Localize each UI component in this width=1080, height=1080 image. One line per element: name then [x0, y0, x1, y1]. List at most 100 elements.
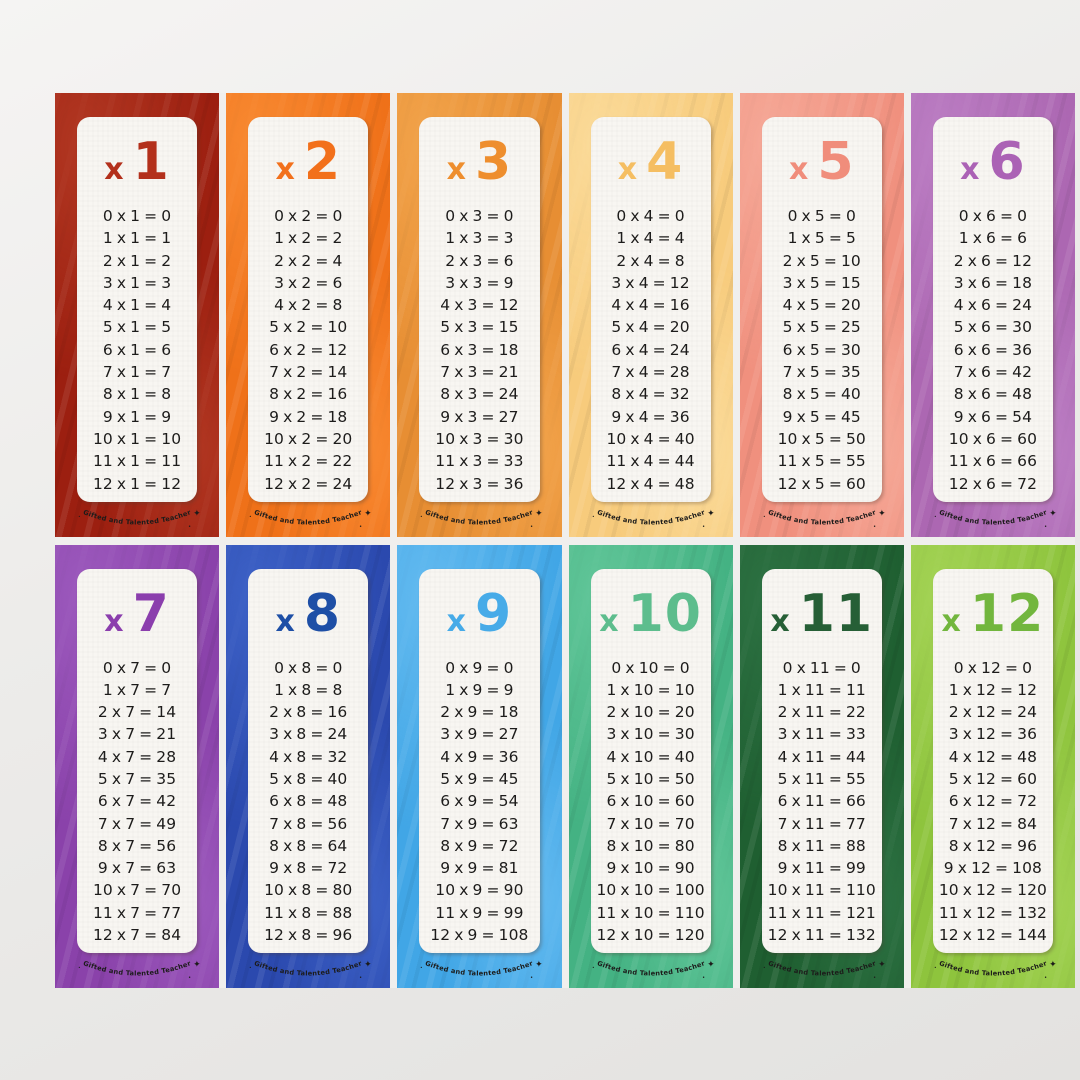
- equation-row: 6 x 6 = 36: [953, 340, 1033, 359]
- dot-icon: •: [249, 965, 251, 970]
- equation-row: 8 x 4 = 32: [611, 385, 690, 404]
- equation-row: 8 x 9 = 72: [440, 836, 519, 855]
- equation-row: 5 x 7 = 35: [97, 769, 177, 788]
- card-title: x 7: [77, 585, 197, 643]
- dot-icon: •: [420, 514, 422, 519]
- equation-row: 10 x 2 = 20: [264, 429, 353, 448]
- equation-row: 5 x 3 = 15: [440, 318, 519, 337]
- equation-row: 2 x 6 = 12: [953, 251, 1033, 270]
- equation-row: 3 x 5 = 15: [782, 273, 861, 292]
- equation-row: 9 x 5 = 45: [782, 407, 861, 426]
- equations-list: 0 x 6 = 0 1 x 6 = 6 2 x 6 = 12 3 x 6 = 18 4 …: [933, 205, 1053, 495]
- card-title: x 5: [762, 133, 882, 191]
- equation-row: 11 x 12 = 132: [938, 903, 1048, 922]
- equation-row: 4 x 2 = 8: [274, 296, 343, 315]
- equation-row: 9 x 4 = 36: [611, 407, 690, 426]
- equation-row: 5 x 8 = 40: [269, 769, 348, 788]
- equation-row: 2 x 3 = 6: [445, 251, 514, 270]
- equation-row: 7 x 2 = 14: [269, 363, 348, 382]
- dot-icon: •: [188, 975, 191, 981]
- equation-row: 7 x 9 = 63: [440, 814, 519, 833]
- equation-row: 2 x 11 = 22: [777, 703, 866, 722]
- equation-row: 3 x 8 = 24: [269, 725, 348, 744]
- times-table-card-x2: x 2 0 x 2 = 0 1 x 2 = 2 2 x 2 = 4 3 x 2 = 6…: [226, 93, 391, 537]
- equations-list: 0 x 12 = 0 1 x 12 = 12 2 x 12 = 24 3 x 12 =…: [933, 657, 1053, 947]
- table-sheet: x 8 0 x 8 = 0 1 x 8 = 8 2 x 8 = 16 3 x 8 = …: [248, 569, 369, 953]
- equations-list: 0 x 8 = 0 1 x 8 = 8 2 x 8 = 16 3 x 8 = 24 4 …: [248, 657, 368, 947]
- sparkle-icon: ✦: [707, 960, 715, 970]
- equation-row: 6 x 8 = 48: [269, 792, 348, 811]
- equation-row: 8 x 1 = 8: [102, 385, 172, 404]
- equation-row: 0 x 6 = 0: [958, 207, 1028, 225]
- times-symbol: x: [599, 603, 619, 639]
- equation-row: 1 x 7 = 7: [102, 680, 172, 699]
- sparkle-icon: ✦: [535, 960, 543, 970]
- times-symbol: x: [960, 152, 980, 187]
- equation-row: 5 x 1 = 5: [102, 318, 172, 337]
- card-title: x 6: [933, 133, 1053, 191]
- times-symbol: x: [104, 603, 124, 639]
- sparkle-icon: ✦: [193, 960, 201, 970]
- card-title: x 9: [419, 585, 539, 643]
- equation-row: 6 x 7 = 42: [97, 792, 177, 811]
- equation-row: 7 x 5 = 35: [782, 363, 861, 382]
- times-table-card-x12: x 12 0 x 12 = 0 1 x 12 = 12 2 x 12 = 24 3 x…: [910, 544, 1075, 988]
- equation-row: 7 x 3 = 21: [440, 363, 519, 382]
- brand-footer: • Gifted and Talented Teacher ✦ •: [934, 959, 1057, 981]
- equation-row: 2 x 2 = 4: [274, 251, 343, 270]
- equation-row: 8 x 5 = 40: [782, 385, 861, 404]
- table-sheet: x 9 0 x 9 = 0 1 x 9 = 9 2 x 9 = 18 3 x 9 = …: [419, 569, 540, 953]
- equation-row: 1 x 12 = 12: [948, 680, 1038, 699]
- equation-row: 1 x 10 = 10: [606, 680, 695, 699]
- equation-row: 9 x 8 = 72: [269, 859, 348, 878]
- table-sheet: x 12 0 x 12 = 0 1 x 12 = 12 2 x 12 = 24 3 x…: [932, 569, 1053, 953]
- table-number: 6: [988, 132, 1026, 192]
- equation-row: 11 x 11 = 121: [767, 903, 876, 922]
- equation-row: 11 x 3 = 33: [435, 452, 524, 471]
- equation-row: 10 x 5 = 50: [777, 429, 866, 448]
- equation-row: 1 x 5 = 5: [787, 229, 856, 248]
- equation-row: 6 x 2 = 12: [269, 340, 348, 359]
- times-table-card-x7: x 7 0 x 7 = 0 1 x 7 = 7 2 x 7 = 14 3 x 7 = …: [55, 544, 220, 988]
- dot-icon: •: [592, 514, 594, 519]
- equation-row: 2 x 1 = 2: [102, 251, 172, 270]
- brand-text: Gifted and Talented Teacher: [938, 959, 1048, 977]
- equation-row: 0 x 3 = 0: [445, 207, 514, 225]
- dot-icon: •: [702, 524, 705, 530]
- brand-footer: • Gifted and Talented Teacher ✦ •: [934, 508, 1057, 530]
- dot-icon: •: [249, 514, 251, 519]
- equation-row: 5 x 11 = 55: [777, 769, 866, 788]
- dot-icon: •: [530, 975, 533, 981]
- equation-row: 8 x 10 = 80: [606, 836, 695, 855]
- table-number: 2: [303, 132, 342, 192]
- equation-row: 3 x 9 = 27: [440, 725, 519, 744]
- brand-text: Gifted and Talented Teacher: [596, 959, 706, 977]
- equation-row: 9 x 6 = 54: [953, 407, 1033, 426]
- equation-row: 12 x 10 = 120: [596, 926, 705, 945]
- brand-text: Gifted and Talented Teacher: [424, 508, 534, 526]
- card-title: x 12: [933, 585, 1053, 643]
- equation-row: 4 x 8 = 32: [269, 747, 348, 766]
- equation-row: 10 x 10 = 100: [596, 881, 705, 900]
- times-table-card-x5: x 5 0 x 5 = 0 1 x 5 = 5 2 x 5 = 10 3 x 5 = …: [739, 93, 904, 537]
- dot-icon: •: [934, 965, 936, 970]
- equation-row: 5 x 10 = 50: [606, 769, 695, 788]
- equation-row: 9 x 3 = 27: [440, 407, 519, 426]
- times-table-card-x11: x 11 0 x 11 = 0 1 x 11 = 11 2 x 11 = 22 3 x…: [739, 544, 904, 988]
- times-symbol: x: [788, 152, 809, 187]
- equation-row: 6 x 5 = 30: [782, 340, 861, 359]
- equations-list: 0 x 3 = 0 1 x 3 = 3 2 x 3 = 6 3 x 3 = 9 4 x …: [419, 205, 539, 495]
- dot-icon: •: [1044, 975, 1047, 981]
- equations-list: 0 x 10 = 0 1 x 10 = 10 2 x 10 = 20 3 x 10 =…: [591, 657, 711, 947]
- dot-icon: •: [420, 965, 422, 970]
- table-sheet: x 4 0 x 4 = 0 1 x 4 = 4 2 x 4 = 8 3 x 4 = 1…: [590, 117, 711, 502]
- dot-icon: •: [873, 524, 876, 530]
- times-symbol: x: [446, 152, 466, 187]
- equation-row: 0 x 8 = 0: [274, 658, 343, 677]
- equation-row: 6 x 9 = 54: [440, 792, 519, 811]
- brand-footer: • Gifted and Talented Teacher ✦ •: [420, 959, 543, 981]
- times-table-card-x4: x 4 0 x 4 = 0 1 x 4 = 4 2 x 4 = 8 3 x 4 = 1…: [568, 93, 733, 537]
- equation-row: 4 x 10 = 40: [606, 747, 695, 766]
- equation-row: 3 x 1 = 3: [102, 273, 172, 292]
- dot-icon: •: [934, 514, 936, 519]
